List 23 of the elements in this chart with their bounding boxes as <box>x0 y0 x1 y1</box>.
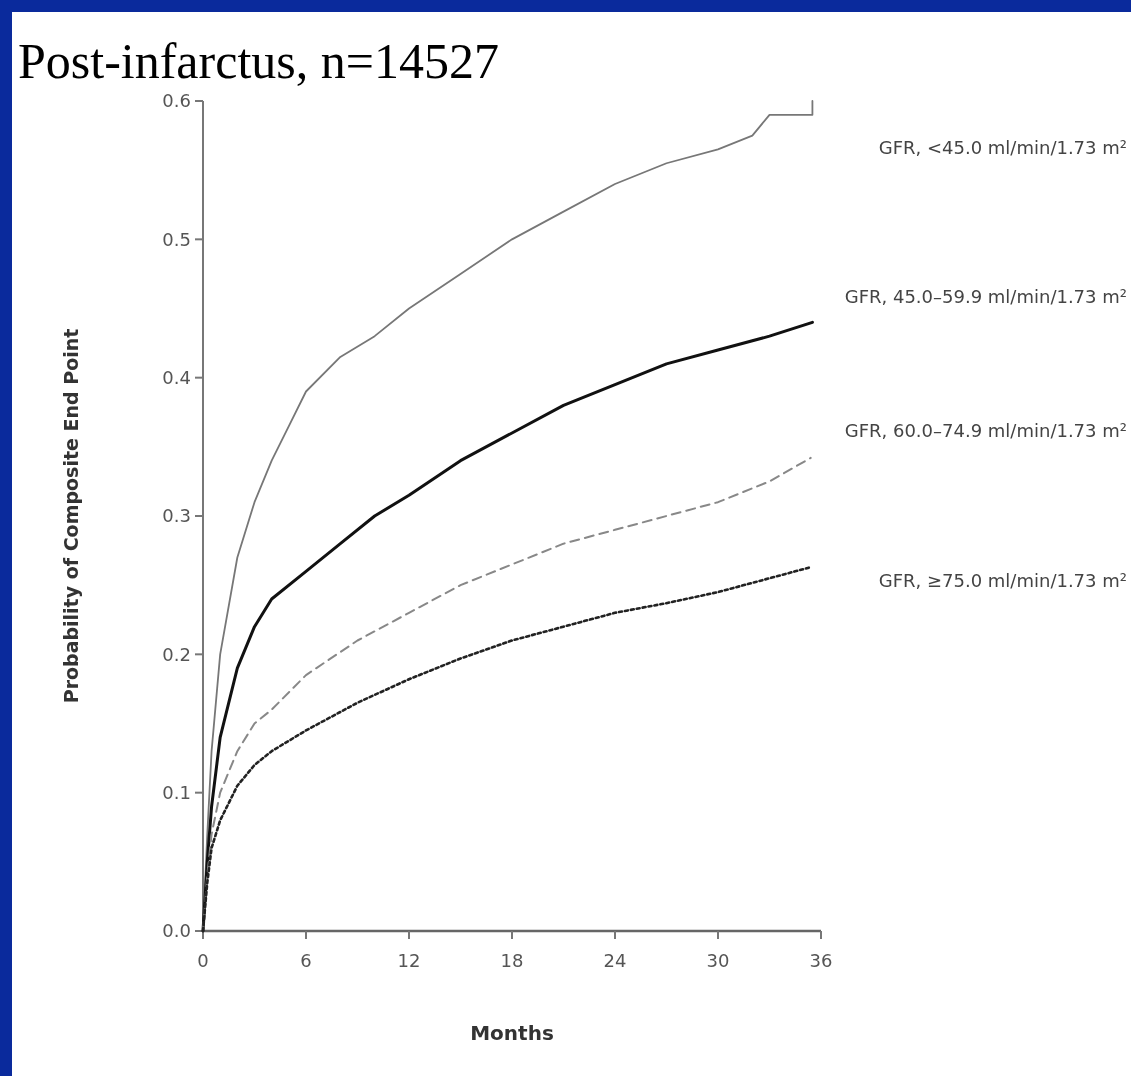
x-tick-label: 6 <box>300 950 312 971</box>
y-tick-label: 0.0 <box>162 920 191 942</box>
text: GFR, <45.0 ml/min/1.73 m² <box>878 137 1127 158</box>
x-tick-label: 0 <box>197 950 209 971</box>
y-tick-label: 0.6 <box>162 90 191 112</box>
x-tick-label: 24 <box>603 950 627 971</box>
text: GFR, ≥75.0 ml/min/1.73 m² <box>878 570 1127 592</box>
y-tick-label: 0.1 <box>162 781 191 803</box>
chart-title: Post-infarctus, n=14527 <box>18 33 499 89</box>
x-tick-label: 12 <box>397 950 421 971</box>
series-label: GFR, 45.0–59.9 ml/min/1.73 m² <box>844 286 1127 308</box>
y-tick-label: 0.4 <box>162 366 191 388</box>
x-tick-label: 30 <box>706 950 730 971</box>
y-tick-label: 0.3 <box>162 505 191 527</box>
x-tick-label: 36 <box>809 950 833 971</box>
y-axis-title: Probability of Composite End Point <box>60 328 82 704</box>
text: GFR, 60.0–74.9 ml/min/1.73 m² <box>844 419 1127 441</box>
x-tick-label: 18 <box>500 950 524 971</box>
line-series <box>201 320 814 933</box>
line-series <box>201 565 812 933</box>
x-axis-title: Months <box>470 1021 554 1045</box>
y-tick-label: 0.2 <box>162 643 191 665</box>
y-tick-label: 0.5 <box>162 228 191 250</box>
